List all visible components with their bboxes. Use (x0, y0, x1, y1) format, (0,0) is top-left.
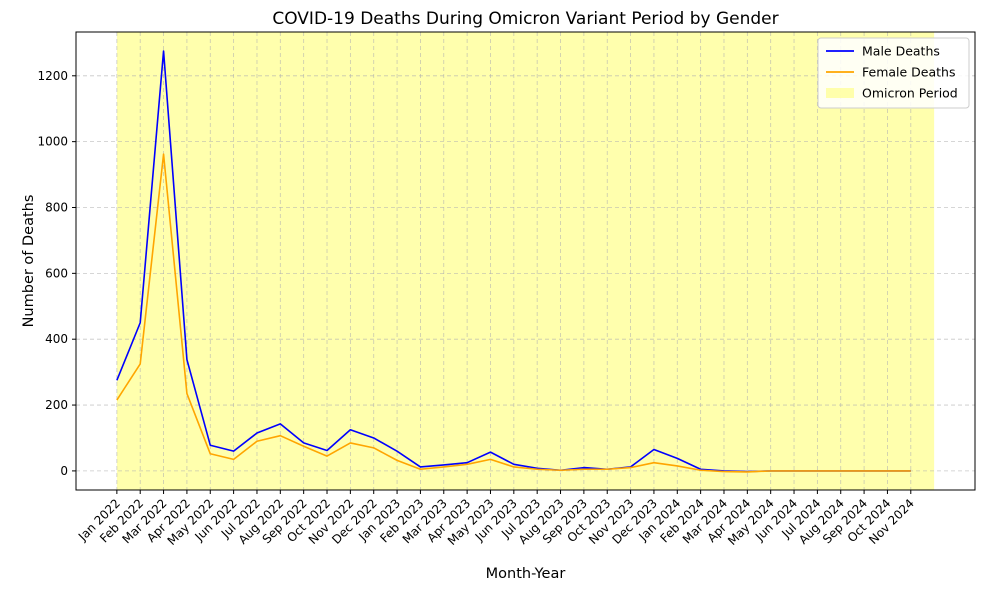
chart-title: COVID-19 Deaths During Omicron Variant P… (272, 9, 778, 29)
y-tick-label: 400 (45, 332, 68, 346)
omicron-period-band (116, 32, 935, 490)
y-tick-label: 0 (60, 464, 68, 478)
y-tick-label: 600 (45, 266, 68, 280)
legend-entry-omicron-period-swatch (826, 88, 854, 98)
y-tick-label: 200 (45, 398, 68, 412)
legend: Male Deaths Female Deaths Omicron Period (817, 37, 970, 109)
legend-box (817, 37, 970, 109)
legend-entry-omicron-period-label: Omicron Period (862, 86, 958, 101)
y-tick-label: 1000 (37, 135, 68, 149)
y-tick-label: 1200 (37, 69, 68, 83)
y-tick-label: 800 (45, 200, 68, 214)
series-lines (116, 50, 911, 473)
plot-frame (75, 31, 976, 491)
x-axis-label: Month-Year (486, 566, 566, 582)
y-axis-label: Number of Deaths (21, 195, 37, 328)
legend-entry-female-deaths-label: Female Deaths (862, 65, 955, 80)
omicron-period-shading (116, 32, 935, 490)
legend-entry-male-deaths-label: Male Deaths (862, 44, 940, 59)
series-line-female-deaths (116, 153, 911, 473)
y-axis-ticks: 0 200 400 600 800 1000 1200 (37, 69, 76, 478)
